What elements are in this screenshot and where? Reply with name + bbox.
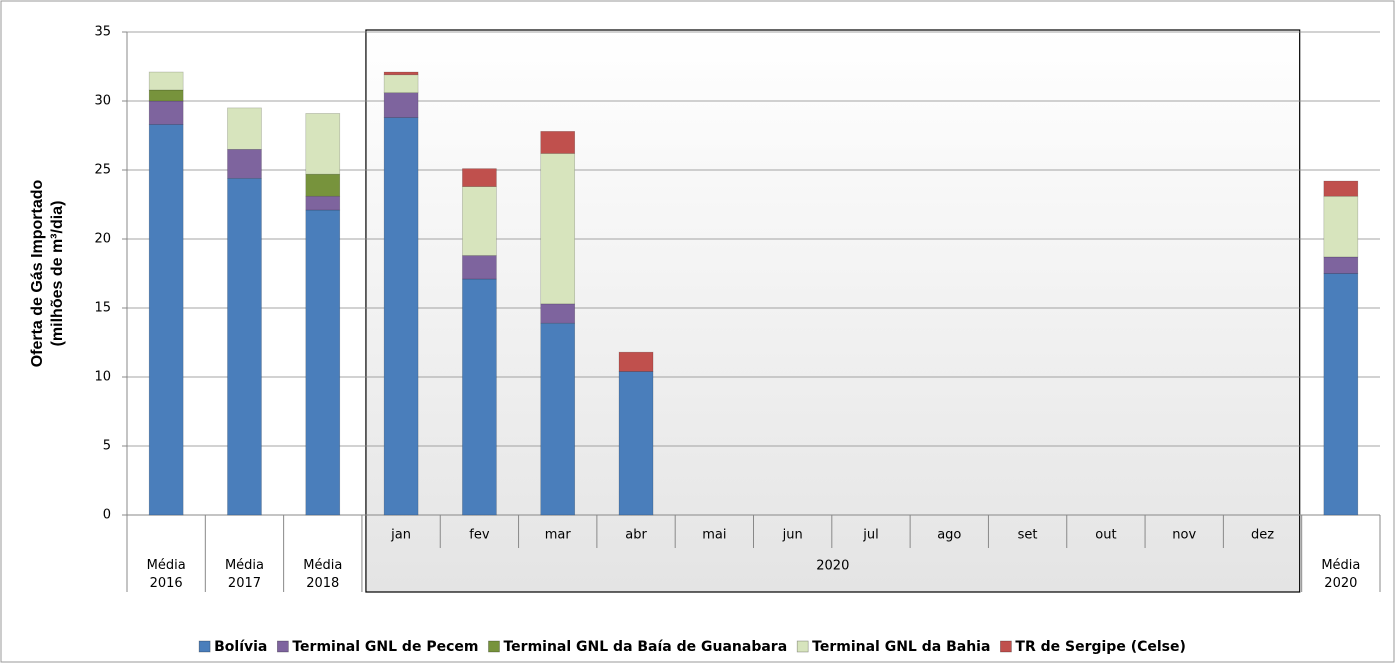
y-tick-label: 10 (94, 370, 111, 385)
y-tick-label: 15 (94, 301, 111, 316)
bar-segment (1323, 195, 1359, 258)
x-tick-label: Média 2016 (147, 558, 186, 591)
bar-segment (305, 173, 341, 197)
bar-segment (383, 71, 419, 76)
y-tick-label: 30 (94, 94, 111, 109)
legend-label: TR de Sergipe (Celse) (1015, 639, 1185, 655)
bar-segment (540, 303, 576, 324)
bar-segment (540, 322, 576, 516)
bar-segment (148, 100, 184, 125)
x-tick-label: out (1095, 528, 1116, 543)
legend-swatch (488, 640, 500, 653)
legend: Bolívia Terminal GNL de Pecem Terminal GNL… (198, 639, 1186, 655)
legend-label: Terminal GNL de Pecem (292, 639, 478, 655)
x-tick-label: ago (937, 528, 961, 543)
x-tick-label: jan (390, 528, 411, 543)
bar-segment (462, 278, 497, 516)
x-tick-label: mar (545, 528, 572, 543)
bar-segment (305, 195, 341, 211)
x-tick-label: dez (1251, 528, 1274, 543)
y-axis-title: Oferta de Gás Importado (milhões de m³/di… (29, 179, 66, 367)
bar-segment (618, 371, 654, 516)
bar-segment (305, 113, 341, 175)
legend-swatch (277, 640, 289, 653)
bar-segment (305, 209, 341, 516)
legend-swatch (198, 640, 211, 653)
x-tick-label: Média 2020 (1321, 558, 1360, 591)
bar-segment (462, 168, 497, 187)
x-tick-label: jul (862, 528, 878, 543)
legend-label: Terminal GNL da Bahia (812, 639, 990, 655)
y-tick-label: 0 (103, 508, 111, 523)
bar-segment (383, 117, 419, 516)
bar-segment (1323, 273, 1359, 516)
legend-swatch (796, 640, 809, 653)
x-tick-label: set (1018, 528, 1038, 543)
x-tick-label: fev (469, 528, 490, 543)
bar-segment (227, 149, 262, 179)
bar-segment (148, 124, 184, 516)
bar-segment (540, 153, 576, 305)
bar-segment (383, 74, 419, 94)
x-tick-label: nov (1172, 528, 1196, 543)
x-tick-label: jun (782, 528, 803, 543)
x-tick-label: mai (702, 528, 726, 543)
y-axis-title-line: (milhões de m³/dia) (49, 201, 66, 347)
bar-segment (148, 89, 184, 102)
bar-segment (1323, 180, 1359, 197)
y-axis-title-line: Oferta de Gás Importado (29, 179, 46, 367)
bar-segment (227, 107, 262, 150)
legend-label: Terminal GNL da Baía de Guanabara (503, 639, 787, 655)
bar-segment (227, 177, 262, 516)
y-tick-label: 35 (94, 25, 111, 40)
bar-segment (540, 131, 576, 154)
group-box (365, 29, 1301, 593)
y-tick-label: 20 (94, 232, 111, 247)
y-tick-label: 5 (103, 439, 111, 454)
bar-segment (1323, 256, 1359, 274)
x-tick-label: abr (625, 528, 647, 543)
bar-segment (462, 255, 497, 280)
group-label: 2020 (816, 559, 849, 574)
bar-segment (618, 351, 654, 372)
bar-segment (462, 186, 497, 256)
y-tick-label: 25 (94, 163, 111, 178)
legend-swatch (1000, 640, 1012, 653)
x-tick-label: Média 2018 (303, 558, 342, 591)
x-tick-label: Média 2017 (225, 558, 264, 591)
legend-label: Bolívia (214, 639, 267, 655)
bar-segment (383, 92, 419, 118)
bar-segment (148, 71, 184, 91)
